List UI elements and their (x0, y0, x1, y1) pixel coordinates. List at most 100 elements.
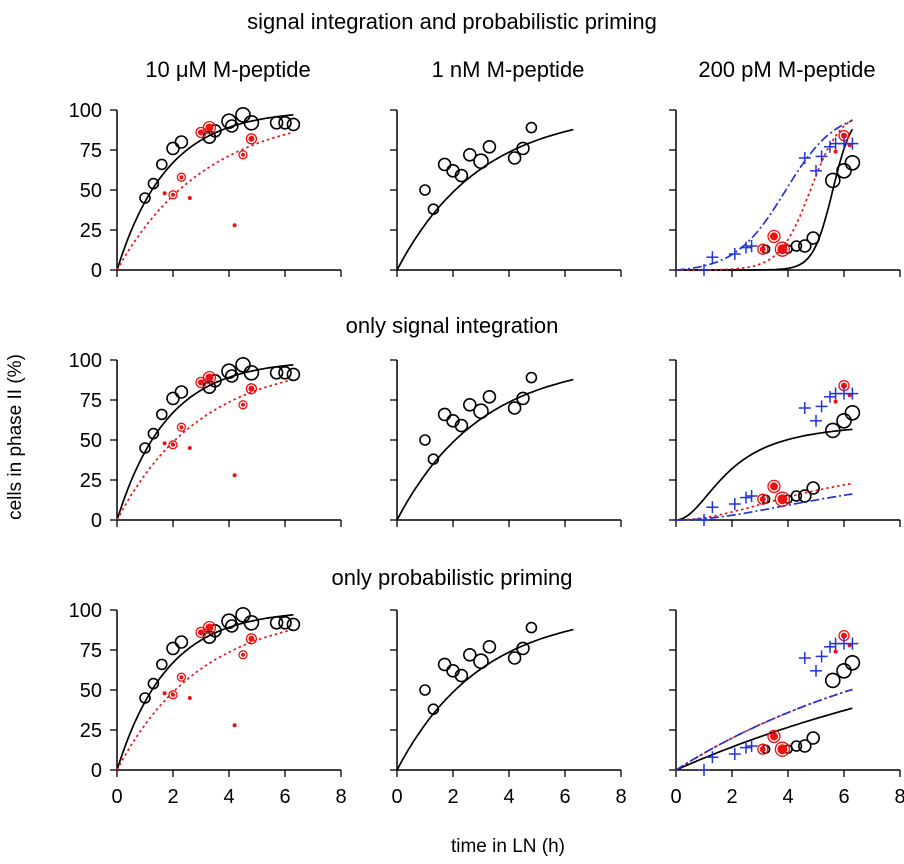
data-point-red (171, 442, 175, 447)
data-point-red-ring (757, 243, 769, 255)
data-point-blue (846, 387, 859, 400)
x-tick-label: 8 (894, 786, 904, 808)
data-point-black (147, 677, 160, 690)
data-point-black (462, 148, 477, 162)
data-point-black (790, 740, 803, 752)
data-point-red (187, 196, 192, 200)
data-point-blue (810, 414, 822, 427)
data-point-black (235, 606, 251, 623)
data-point-black (482, 140, 497, 154)
data-point-black (525, 121, 538, 134)
data-point-blue (846, 137, 859, 150)
data-point-black (243, 614, 260, 631)
data-point-red-ring (238, 400, 248, 410)
data-point-red-ring (774, 491, 791, 507)
y-tick-label: 100 (69, 100, 102, 122)
data-point-red (841, 132, 847, 139)
data-point-blue (698, 764, 710, 776)
data-point-red-ring (757, 493, 769, 505)
x-tick-label: 4 (782, 786, 793, 808)
data-point-red (198, 379, 204, 386)
data-point-black (844, 654, 861, 671)
data-point-blue (745, 240, 758, 252)
data-point-red (241, 652, 245, 657)
data-point-blue (824, 140, 836, 153)
data-point-red-ring (245, 383, 258, 395)
column-title-3: 200 pM M-peptide (698, 57, 875, 82)
data-point-blue (740, 741, 752, 754)
data-point-red-ring (168, 690, 178, 700)
data-point-red (833, 399, 838, 404)
row-title-1: signal integration and probabilistic pri… (247, 9, 657, 34)
data-point-black (462, 647, 477, 662)
data-point-red-ring (774, 741, 791, 757)
data-point-red (198, 629, 204, 636)
data-point-red (759, 246, 766, 253)
data-point-blue (706, 751, 719, 764)
data-point-red (162, 191, 167, 196)
data-point-blue (798, 652, 811, 664)
data-point-black (139, 442, 151, 454)
data-point-black (286, 367, 301, 382)
y-tick-label: 0 (91, 760, 102, 782)
data-point-blue (815, 150, 828, 163)
data-point-black (419, 434, 431, 446)
data-point-blue (728, 748, 741, 760)
data-point-red (187, 446, 192, 450)
data-point-black (482, 639, 497, 654)
y-tick-label: 75 (80, 640, 102, 662)
data-point-black (473, 153, 489, 169)
data-point-black (419, 684, 431, 696)
data-point-black (454, 168, 469, 183)
x-tick-label: 6 (559, 786, 570, 808)
data-point-black (844, 404, 861, 421)
data-point-black (516, 641, 530, 656)
data-point-black (824, 172, 841, 189)
panel-r2-c2 (390, 359, 622, 527)
data-point-red-ring (238, 650, 248, 660)
model-curve-1 (675, 428, 853, 521)
x-tick-label: 0 (111, 786, 122, 808)
data-point-black (225, 119, 239, 133)
data-point-red (187, 696, 192, 700)
data-point-black (286, 617, 301, 632)
data-point-red (248, 635, 255, 642)
panel-r3-c1: 0 2 4 6 8 0 25 50 75 100 (69, 600, 347, 808)
data-point-red-ring (238, 150, 248, 160)
data-point-black (797, 239, 812, 253)
panel-r1-c1: 0 25 50 75 100 (69, 100, 342, 282)
row-title-2: only signal integration (346, 313, 559, 338)
data-point-blue (745, 740, 758, 752)
y-tick-label: 25 (80, 720, 102, 742)
y-tick-label: 50 (80, 430, 102, 452)
data-point-blue (815, 650, 828, 663)
data-point-black (462, 397, 477, 412)
data-point-red-ring (245, 133, 258, 145)
y-tick-label: 100 (69, 600, 102, 622)
data-point-black (525, 621, 538, 634)
data-point-red-ring (202, 120, 217, 135)
data-point-blue (706, 251, 719, 264)
data-point-black (427, 203, 440, 215)
data-point-black (824, 672, 841, 689)
data-point-black (507, 651, 522, 665)
data-point-black (221, 363, 237, 380)
data-point-black (797, 489, 812, 503)
x-tick-label: 0 (670, 786, 681, 808)
y-tick-label: 25 (80, 220, 102, 242)
data-point-black (427, 453, 440, 466)
y-tick-label: 75 (80, 140, 102, 162)
panel-r1-c2 (390, 109, 622, 277)
data-point-blue (706, 501, 719, 514)
data-point-red-ring (168, 190, 178, 200)
data-point-blue (698, 514, 710, 526)
data-point-black (836, 412, 852, 429)
data-point-black (243, 364, 260, 381)
data-point-red-ring (168, 440, 178, 450)
data-point-black (437, 657, 452, 672)
data-point-black (156, 158, 168, 171)
data-point-black (225, 619, 239, 633)
data-point-red (833, 649, 838, 654)
column-title-2: 1 nM M-peptide (432, 57, 585, 82)
